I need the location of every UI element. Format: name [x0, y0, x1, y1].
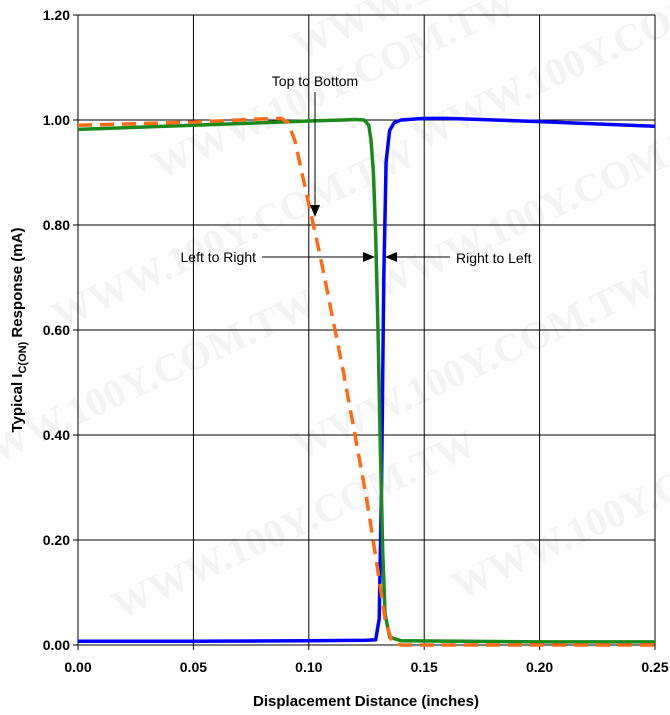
annotation-top-to-bottom: Top to Bottom: [272, 73, 358, 89]
x-tick-label: 0.20: [526, 659, 553, 675]
annotations: Top to Bottom Left to Right Right to Left: [181, 73, 532, 266]
watermark-text: WWW.100Y.COM.TW: [45, 130, 423, 338]
x-tick-label: 0.10: [295, 659, 322, 675]
x-axis-title: Displacement Distance (inches): [253, 693, 479, 710]
watermark-text: WWW.100Y.COM.TW: [105, 420, 483, 628]
y-axis-title-prefix: Typical I: [9, 374, 26, 433]
x-tick-label: 0.05: [180, 659, 207, 675]
y-tick-label: 1.20: [43, 7, 70, 23]
watermark-text: WWW.100Y.COM.TW: [0, 280, 323, 488]
x-tick-label: 0.15: [411, 659, 438, 675]
series-layer: [77, 116, 656, 647]
y-tick-label: 0.80: [43, 217, 70, 233]
annotation-left-to-right: Left to Right: [181, 249, 257, 265]
x-axis: 0.00 0.05 0.10 0.15 0.20 0.25: [64, 645, 669, 675]
y-axis-title: Typical IC(ON) Response (mA): [9, 228, 29, 433]
y-tick-label: 0.60: [43, 322, 70, 338]
x-tick-label: 0.00: [64, 659, 91, 675]
y-tick-label: 0.40: [43, 427, 70, 443]
watermark-text: WWW.100Y.COM.TW: [285, 260, 663, 468]
annotation-right-to-left: Right to Left: [456, 250, 532, 266]
y-axis-title-subscript: C(ON): [17, 341, 29, 373]
y-axis-title-suffix: Response (mA): [9, 228, 26, 342]
watermark-layer: WWW.100Y.COM.TWWWW.100Y.COM.TWWWW.100Y.C…: [0, 0, 670, 628]
series-blue-line: [78, 116, 656, 644]
y-axis: 0.00 0.20 0.40 0.60 0.80 1.00 1.20: [43, 7, 78, 653]
y-tick-label: 1.00: [43, 112, 70, 128]
series-orange-dashed-line: [77, 116, 655, 647]
y-tick-label: 0.00: [43, 637, 70, 653]
watermark-text: WWW.100Y.COM.TW: [445, 400, 670, 608]
y-tick-label: 0.20: [43, 532, 70, 548]
x-tick-label: 0.25: [641, 659, 668, 675]
